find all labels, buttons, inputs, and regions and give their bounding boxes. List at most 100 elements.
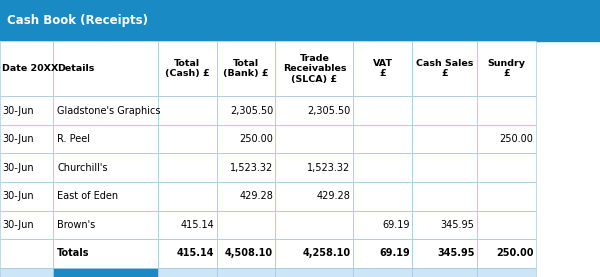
Bar [477, 239, 536, 268]
Text: Gladstone's Graphics: Gladstone's Graphics [57, 106, 161, 116]
Bar [217, 211, 275, 239]
Bar [53, 41, 158, 96]
Bar [217, 268, 275, 277]
Bar [275, 125, 353, 153]
Bar [353, 96, 412, 125]
Bar [53, 268, 158, 277]
Bar [158, 41, 217, 96]
Text: 30-Jun: 30-Jun [2, 134, 34, 144]
Text: Total
(Bank) £: Total (Bank) £ [223, 59, 269, 78]
Bar [53, 239, 158, 268]
Bar [412, 211, 477, 239]
Bar [477, 211, 536, 239]
Bar [477, 96, 536, 125]
Text: 30-Jun: 30-Jun [2, 163, 34, 173]
Bar [477, 153, 536, 182]
Bar [275, 211, 353, 239]
Bar [275, 211, 353, 239]
Bar [217, 211, 275, 239]
Bar [353, 41, 412, 96]
Bar [53, 125, 158, 153]
Bar [0, 125, 53, 153]
Bar [0, 41, 53, 96]
Text: 30-Jun: 30-Jun [2, 106, 34, 116]
Bar [158, 182, 217, 211]
Bar [353, 239, 412, 268]
Bar [412, 96, 477, 125]
Bar [158, 96, 217, 125]
Bar [53, 211, 158, 239]
Bar [0, 0, 600, 41]
Bar [0, 239, 53, 268]
Bar [53, 182, 158, 211]
Bar [217, 153, 275, 182]
Text: 4,258.10: 4,258.10 [302, 248, 350, 258]
Bar [275, 239, 353, 268]
Bar [217, 239, 275, 268]
Bar [412, 153, 477, 182]
Bar [353, 182, 412, 211]
Bar [53, 41, 158, 96]
Bar [0, 239, 53, 268]
Bar [158, 268, 217, 277]
Bar [353, 239, 412, 268]
Bar [275, 239, 353, 268]
Text: 345.95: 345.95 [437, 248, 475, 258]
Bar [158, 268, 217, 277]
Bar [353, 268, 412, 277]
Bar [275, 41, 353, 96]
Text: VAT
£: VAT £ [373, 59, 393, 78]
Bar [412, 41, 477, 96]
Bar [477, 41, 536, 96]
Text: R. Peel: R. Peel [57, 134, 90, 144]
Bar [217, 239, 275, 268]
Bar [158, 153, 217, 182]
Text: Cash Sales
£: Cash Sales £ [416, 59, 473, 78]
Bar [412, 268, 477, 277]
Text: 2,305.50: 2,305.50 [230, 106, 273, 116]
Text: 69.19: 69.19 [379, 248, 410, 258]
Bar [217, 182, 275, 211]
Bar [0, 268, 53, 277]
Bar [217, 125, 275, 153]
Bar [353, 211, 412, 239]
Bar [353, 153, 412, 182]
Bar [53, 153, 158, 182]
Bar [53, 268, 158, 277]
Bar [412, 239, 477, 268]
Bar [412, 182, 477, 211]
Bar [217, 96, 275, 125]
Bar [477, 153, 536, 182]
Bar [353, 125, 412, 153]
Bar [53, 153, 158, 182]
Bar [0, 268, 53, 277]
Bar [0, 211, 53, 239]
Bar [158, 211, 217, 239]
Text: 30-Jun: 30-Jun [2, 220, 34, 230]
Bar [275, 268, 353, 277]
Bar [217, 125, 275, 153]
Bar [53, 96, 158, 125]
Bar [217, 268, 275, 277]
Bar [275, 96, 353, 125]
Bar [353, 96, 412, 125]
Bar [158, 239, 217, 268]
Text: 250.00: 250.00 [496, 248, 533, 258]
Bar [275, 182, 353, 211]
Bar [0, 211, 53, 239]
Bar [477, 41, 536, 96]
Bar [477, 239, 536, 268]
Bar [158, 239, 217, 268]
Bar [353, 125, 412, 153]
Bar [412, 125, 477, 153]
Bar [275, 268, 353, 277]
Text: 30-Jun: 30-Jun [2, 191, 34, 201]
Bar [0, 125, 53, 153]
Bar [158, 41, 217, 96]
Text: 415.14: 415.14 [181, 220, 214, 230]
Bar [53, 125, 158, 153]
Bar [477, 125, 536, 153]
Bar [158, 125, 217, 153]
Bar [53, 96, 158, 125]
Bar [0, 182, 53, 211]
